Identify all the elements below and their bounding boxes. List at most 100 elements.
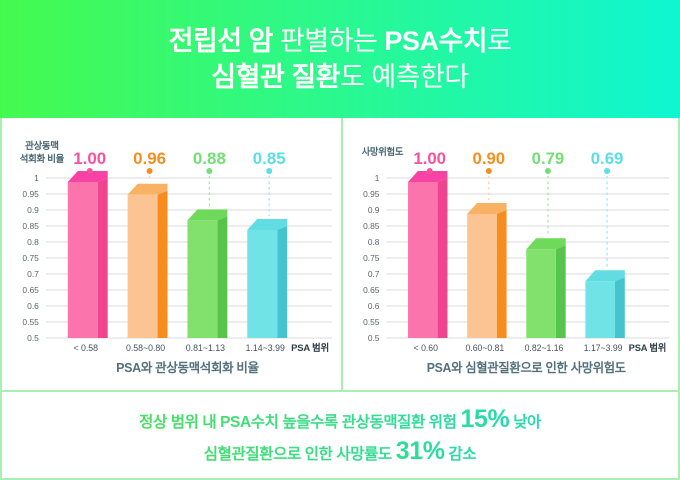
bar-front-face-green xyxy=(187,220,218,338)
category-label: < 0.60 xyxy=(414,343,438,353)
text-segment: 15% xyxy=(460,405,510,433)
y-tick-label: 0.55 xyxy=(22,317,39,327)
value-dot xyxy=(86,168,93,174)
summary-line1: 정상 범위 내 PSA수치 높을수록 관상동맥질환 위험 15% 낮아 xyxy=(2,405,678,437)
y-tick-label: 0.95 xyxy=(363,189,380,199)
x-axis-unit-label: PSA 범위 xyxy=(629,342,667,353)
text-segment: 심혈관질환으로 인한 사망률도 xyxy=(203,446,396,463)
bar-top-face-orange xyxy=(467,203,507,214)
text-segment: 31% xyxy=(395,437,445,465)
value-dot xyxy=(206,168,213,174)
chart-title: PSA와 심혈관질환으로 인한 사망위험도 xyxy=(427,360,627,375)
bar-front-face-cyan xyxy=(247,230,278,338)
bar-side-face-pink xyxy=(437,178,448,338)
y-tick-label: 1 xyxy=(34,173,39,183)
y-tick-label: 0.5 xyxy=(368,333,380,343)
text-segment: 도 예측한다 xyxy=(340,62,469,92)
coronary-calcification-bar-chart: 1 0.95 0.9 0.85 0.8 0.75 0.7 0.65 0.6 0.55 0.5 관상동맥… xyxy=(20,140,333,375)
text-segment: 심혈관 질환 xyxy=(211,62,340,92)
y-tick-label: 1 xyxy=(375,173,380,183)
bar-front-face-orange xyxy=(127,194,158,338)
text-segment: 정상 범위 내 PSA수치 높을수록 관상동맥질환 위험 xyxy=(139,414,461,431)
bar-front-face-pink xyxy=(67,182,98,338)
bar-front-face-pink xyxy=(408,182,438,338)
category-label: 0.82~1.16 xyxy=(525,343,564,353)
bar-side-face-pink xyxy=(97,178,108,338)
y-tick-label: 0.7 xyxy=(27,269,39,279)
page-title-line2: 심혈관 질환도 예측한다 xyxy=(211,59,469,95)
y-tick-label: 0.55 xyxy=(363,317,380,327)
y-tick-label: 0.9 xyxy=(368,205,380,215)
chart-title: PSA와 관상동맥석회화 비율 xyxy=(116,360,259,375)
bar-top-face-pink xyxy=(67,171,108,182)
text-segment: PSA수치 xyxy=(384,26,488,56)
charts-section: 1 0.95 0.9 0.85 0.8 0.75 0.7 0.65 0.6 0.55 0.5 관상동맥… xyxy=(0,118,680,390)
bar-side-face-cyan xyxy=(277,226,288,338)
text-segment: 전립선 암 xyxy=(168,26,274,56)
x-axis-unit-label: PSA 범위 xyxy=(291,342,329,354)
coronary-calcification-chart-panel: 1 0.95 0.9 0.85 0.8 0.75 0.7 0.65 0.6 0.55 0.5 관상동맥… xyxy=(2,118,343,390)
value-dot xyxy=(604,168,611,174)
summary-line2: 심혈관질환으로 인한 사망률도 31% 감소 xyxy=(2,437,678,469)
y-tick-label: 0.7 xyxy=(368,269,380,279)
bar-top-face-green xyxy=(187,209,228,221)
y-axis-label: 관상동맥 xyxy=(25,140,59,152)
category-label: 1.17~3.99 xyxy=(584,343,623,353)
y-tick-label: 0.95 xyxy=(22,189,39,199)
value-label: 0.96 xyxy=(133,149,166,168)
y-tick-label: 0.75 xyxy=(363,253,380,263)
bar-top-face-cyan xyxy=(247,219,288,230)
bar-front-face-cyan xyxy=(585,281,615,338)
text-segment: 감소 xyxy=(444,446,477,463)
mortality-risk-chart-panel: 1 0.95 0.9 0.85 0.8 0.75 0.7 0.65 0.6 0.55 0.5 사망위험… xyxy=(343,118,678,390)
y-axis-label: 사망위험도 xyxy=(362,146,404,157)
y-tick-label: 0.65 xyxy=(363,285,380,295)
summary-banner: 정상 범위 내 PSA수치 높을수록 관상동맥질환 위험 15% 낮아 심혈관질… xyxy=(0,390,680,480)
y-tick-label: 0.6 xyxy=(27,301,39,311)
y-tick-label: 0.9 xyxy=(27,205,39,215)
category-label: 0.81~1.13 xyxy=(186,343,225,353)
y-tick-label: 0.65 xyxy=(22,285,39,295)
bar-side-face-cyan xyxy=(614,277,625,338)
header-banner: 전립선 암 판별하는 PSA수치로 심혈관 질환도 예측한다 xyxy=(0,0,680,118)
y-tick-label: 0.8 xyxy=(27,237,39,247)
value-dot xyxy=(426,168,433,174)
bar-top-face-pink xyxy=(408,171,448,182)
value-label: 1.00 xyxy=(73,149,106,168)
value-label: 0.69 xyxy=(591,149,624,168)
bar-front-face-green xyxy=(526,249,556,338)
value-dot xyxy=(146,168,153,174)
y-tick-label: 0.8 xyxy=(368,237,380,247)
bar-side-face-green xyxy=(217,216,228,338)
bar-front-face-orange xyxy=(467,214,497,338)
y-tick-label: 0.85 xyxy=(363,221,380,231)
text-segment: 낮아 xyxy=(509,414,541,431)
text-segment: 판별하는 xyxy=(272,26,385,56)
value-dot xyxy=(544,168,551,174)
category-label: < 0.58 xyxy=(73,343,98,353)
bar-side-face-orange xyxy=(157,190,168,338)
y-tick-label: 0.75 xyxy=(22,253,39,263)
bar-top-face-orange xyxy=(127,183,168,195)
value-dot xyxy=(266,168,273,174)
bar-side-face-green xyxy=(555,245,566,338)
category-label: 0.58~0.80 xyxy=(126,343,165,353)
bar-top-face-green xyxy=(526,238,566,250)
value-label: 1.00 xyxy=(413,149,446,168)
value-label: 0.79 xyxy=(532,149,565,168)
category-label: 1.14~3.99 xyxy=(246,343,285,353)
value-dot xyxy=(485,168,492,174)
y-tick-label: 0.85 xyxy=(22,221,39,231)
text-segment: 로 xyxy=(487,26,512,56)
mortality-risk-bar-chart: 1 0.95 0.9 0.85 0.8 0.75 0.7 0.65 0.6 0.55 0.5 사망위험… xyxy=(362,146,670,375)
bar-side-face-orange xyxy=(496,210,507,338)
bar-top-face-cyan xyxy=(585,270,625,282)
value-label: 0.85 xyxy=(253,149,286,168)
category-label: 0.60~0.81 xyxy=(466,343,505,353)
page-title-line1: 전립선 암 판별하는 PSA수치로 xyxy=(169,23,512,59)
y-tick-label: 0.6 xyxy=(368,301,380,311)
value-label: 0.88 xyxy=(193,149,226,168)
y-tick-label: 0.5 xyxy=(27,333,39,343)
y-axis-label: 석회화 비율 xyxy=(20,153,65,165)
value-label: 0.90 xyxy=(473,149,506,168)
